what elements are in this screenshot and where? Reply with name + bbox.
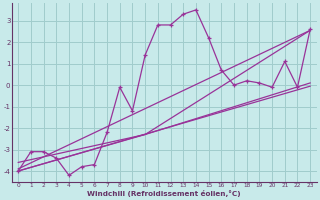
X-axis label: Windchill (Refroidissement éolien,°C): Windchill (Refroidissement éolien,°C)	[87, 190, 241, 197]
